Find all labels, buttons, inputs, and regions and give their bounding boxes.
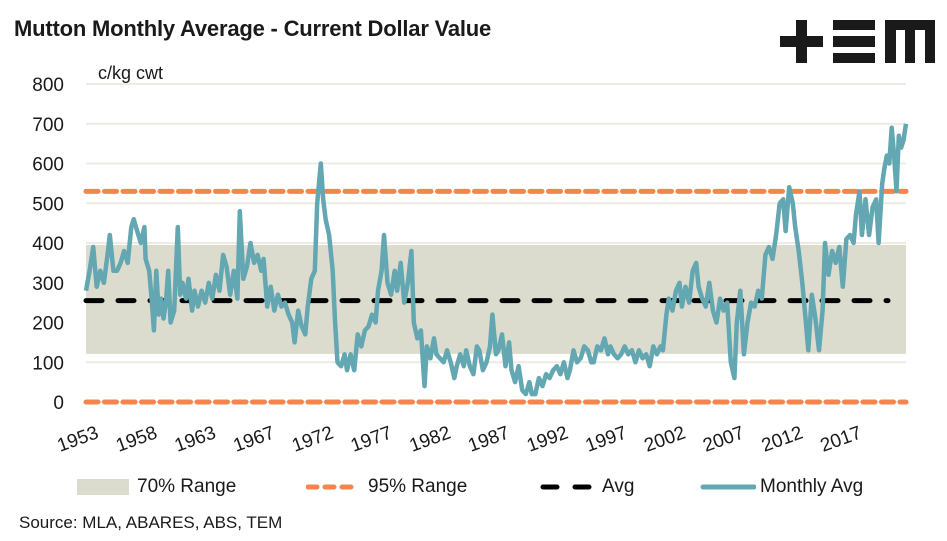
avg-swatch — [540, 484, 594, 490]
x-tick-label: 2017 — [818, 423, 865, 457]
legend-item-avg: Avg — [540, 476, 634, 498]
legend-label-range95: 95% Range — [368, 476, 468, 497]
range95-swatch — [306, 484, 360, 490]
y-tick-label: 100 — [32, 353, 64, 374]
legend-label-range70: 70% Range — [137, 476, 237, 497]
y-tick-label: 400 — [32, 234, 64, 255]
legend-item-monthly: Monthly Avg — [700, 476, 863, 498]
y-tick-label: 700 — [32, 115, 64, 136]
x-tick-label: 1967 — [231, 423, 278, 457]
monthly-swatch — [700, 484, 756, 490]
y-axis-labels: 0 100 200 300 400 500 600 700 800 — [32, 75, 64, 414]
y-tick-label: 0 — [53, 393, 64, 414]
monthly-avg-line — [83, 123, 909, 397]
x-tick-label: 1997 — [583, 423, 630, 457]
y-tick-label: 600 — [32, 155, 64, 176]
y-tick-label: 200 — [32, 314, 64, 335]
x-tick-label: 2007 — [700, 423, 747, 457]
chart-title: Mutton Monthly Average - Current Dollar … — [14, 16, 492, 41]
x-tick-label: 1982 — [407, 423, 454, 457]
y-tick-label: 500 — [32, 194, 64, 215]
range70-swatch — [77, 479, 129, 495]
legend: 70% Range 95% Range Avg Monthly Avg — [0, 476, 947, 506]
x-axis-labels: 1953 1958 1963 1967 1972 1977 1982 1987 1992 1997… — [55, 423, 865, 457]
x-tick-label: 1963 — [172, 423, 219, 457]
plus-icon — [780, 20, 823, 63]
legend-label-monthly: Monthly Avg — [760, 476, 864, 497]
tem-logo — [780, 20, 935, 63]
x-tick-label: 2012 — [759, 423, 806, 457]
x-tick-label: 1977 — [348, 423, 395, 457]
legend-item-range95: 95% Range — [306, 476, 467, 498]
x-tick-label: 1972 — [289, 423, 336, 457]
legend-item-range70: 70% Range — [77, 476, 236, 498]
x-tick-label: 2002 — [642, 423, 689, 457]
equals-triple-icon — [833, 20, 875, 63]
m-icon — [885, 20, 935, 63]
y-axis-unit-label: c/kg cwt — [98, 63, 163, 83]
x-tick-label: 1953 — [55, 423, 102, 457]
y-tick-label: 800 — [32, 75, 64, 96]
x-tick-label: 1958 — [113, 423, 160, 457]
legend-label-avg: Avg — [602, 476, 635, 497]
x-tick-label: 1992 — [524, 423, 571, 457]
x-tick-label: 1987 — [465, 423, 512, 457]
source-note: Source: MLA, ABARES, ABS, TEM — [19, 513, 283, 532]
y-tick-label: 300 — [32, 274, 64, 295]
